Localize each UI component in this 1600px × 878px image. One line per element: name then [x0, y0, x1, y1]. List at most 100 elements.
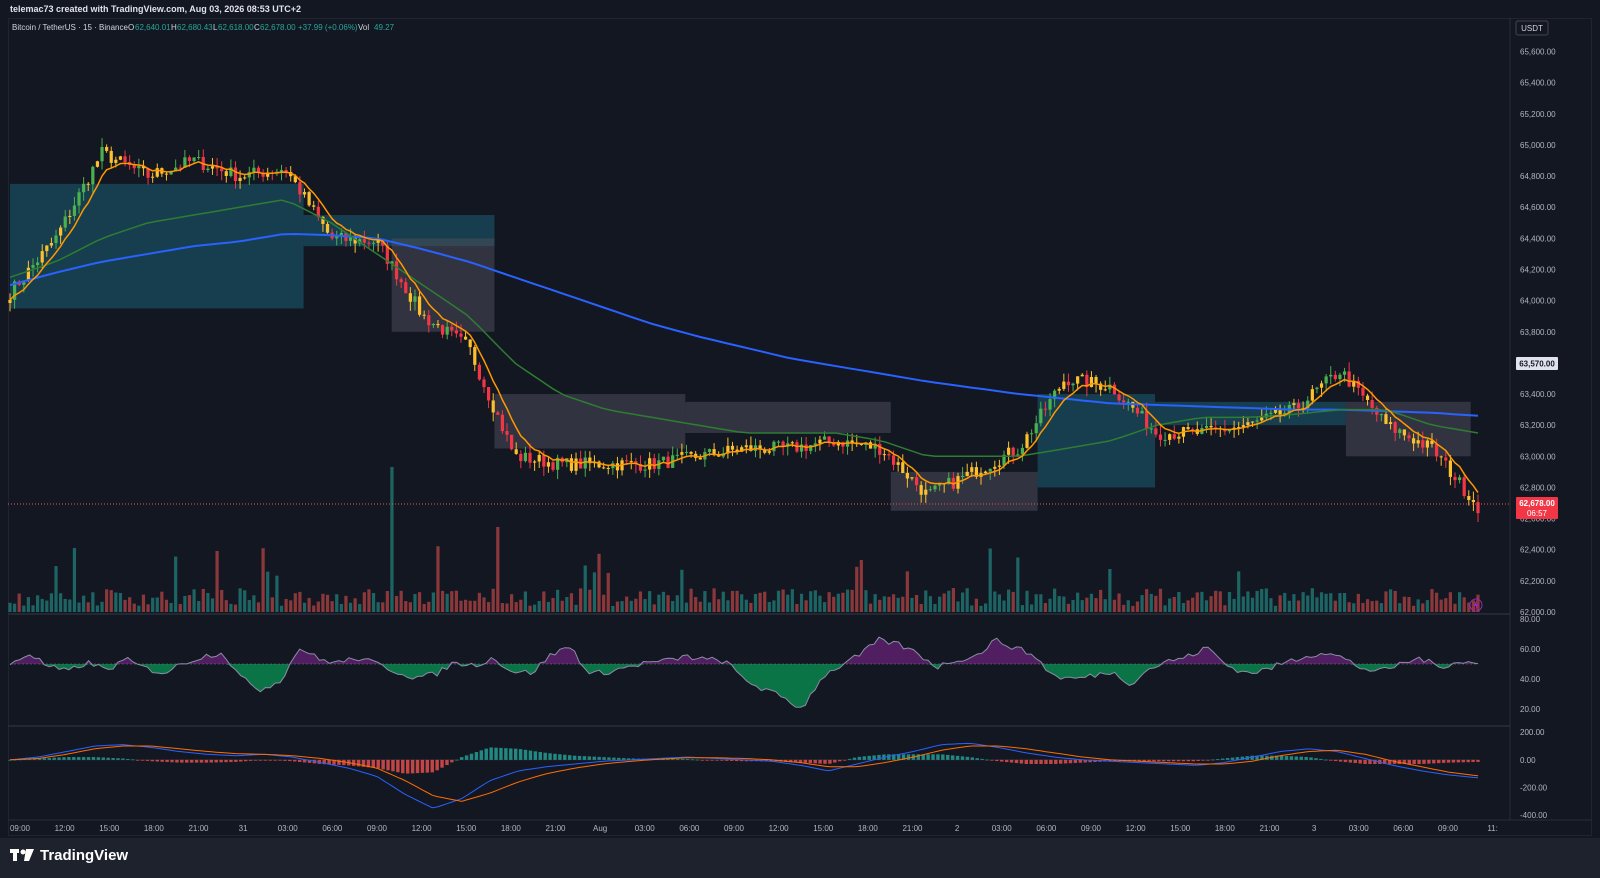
macd-panel[interactable]: [8, 742, 1480, 809]
macd-histogram-bar: [1373, 759, 1377, 764]
trading-chart[interactable]: Bitcoin / TetherUS · 15 · Binance O 62,6…: [0, 0, 1600, 838]
lightning-icon[interactable]: [1469, 598, 1483, 612]
macd-histogram-bar: [1368, 759, 1372, 764]
macd-histogram-bar: [72, 757, 76, 760]
cloud-band: [685, 401, 891, 433]
volume-bar: [1246, 591, 1250, 612]
brand-name: TradingView: [40, 847, 129, 864]
candle-body: [1126, 401, 1130, 403]
candle-body: [1273, 409, 1278, 413]
time-tick-label: 18:00: [501, 824, 522, 833]
candle-body: [105, 146, 109, 151]
candle-body: [509, 434, 514, 450]
macd-tick-label: 200.00: [1520, 728, 1545, 737]
candle-body: [1076, 376, 1080, 384]
candle-body: [1237, 426, 1241, 428]
volume-bar: [243, 590, 247, 612]
volume-bar: [289, 600, 293, 612]
volume-bar: [947, 590, 951, 612]
candle-body: [588, 457, 592, 464]
macd-histogram-bar: [1142, 759, 1146, 762]
macd-histogram-bar: [567, 755, 572, 760]
symbol-name[interactable]: Bitcoin / TetherUS · 15 · Binance: [12, 23, 128, 32]
candle-body: [749, 445, 753, 451]
volume-bar: [1080, 600, 1084, 612]
volume-bar: [238, 588, 242, 612]
candle-body: [1149, 428, 1153, 430]
volume-bar: [95, 605, 100, 612]
candle-body: [758, 445, 762, 450]
volume-bar: [1232, 598, 1236, 612]
candle-body: [1444, 457, 1448, 461]
legend-vol-label: Vol: [358, 23, 369, 32]
macd-histogram-bar: [224, 759, 228, 763]
volume-bar: [197, 601, 201, 612]
macd-histogram-bar: [1319, 758, 1323, 760]
time-axis[interactable]: 09:00 12:00 15:00 18:00 21:00 31 03:00 06:00 09:…: [10, 824, 1498, 833]
volume-bar: [1200, 591, 1204, 612]
time-tick-label: 21:00: [188, 824, 209, 833]
macd-histogram-bar: [1049, 759, 1053, 764]
time-tick-label: 12:00: [412, 824, 433, 833]
volume-bar: [565, 597, 569, 612]
volume-bar: [293, 593, 297, 612]
currency-badge-box[interactable]: [1515, 20, 1549, 36]
volume-bar: [404, 601, 408, 612]
currency-label[interactable]: USDT: [1521, 24, 1543, 33]
macd-histogram-bar: [877, 754, 881, 760]
time-tick-label: 21:00: [545, 824, 566, 833]
candle-body: [302, 192, 307, 195]
candle-body: [197, 157, 201, 159]
candle-body: [1020, 447, 1025, 455]
macd-axis[interactable]: 200.00 0.00 -200.00 -400.00: [1520, 728, 1548, 820]
rsi-panel[interactable]: [9, 636, 1479, 708]
volume-bar: [1398, 603, 1402, 612]
candle-body: [1255, 420, 1259, 422]
volume-bar: [17, 593, 21, 612]
volume-bar: [1333, 600, 1337, 612]
volume-bar: [1444, 598, 1448, 612]
candle-body: [371, 242, 376, 244]
macd-histogram-bar: [1466, 759, 1470, 763]
volume-bar: [809, 591, 813, 612]
volume-bar: [394, 595, 399, 612]
volume-bar: [247, 600, 251, 612]
volume-bar: [128, 597, 132, 612]
macd-histogram-bar: [450, 759, 454, 763]
tradingview-logo[interactable]: TradingView: [10, 847, 128, 864]
macd-line: [9, 742, 1479, 809]
volume-bar: [1016, 557, 1020, 612]
candle-body: [1112, 384, 1117, 395]
candle-body: [776, 441, 781, 443]
price-tick-label: 62,600.00: [1520, 515, 1556, 524]
currency-badge[interactable]: USDT: [1515, 20, 1549, 36]
volume-bar: [827, 592, 831, 612]
candle-body: [1048, 399, 1052, 410]
ma-marker-box: [1516, 357, 1558, 370]
volume-bar: [509, 594, 514, 612]
volume-bar: [1393, 590, 1397, 612]
volume-bar: [698, 601, 702, 612]
macd-histogram-bar: [1225, 758, 1230, 760]
rsi-axis[interactable]: 80.00 60.00 40.00 20.00: [1520, 615, 1541, 714]
volume-bar: [960, 592, 965, 612]
macd-histogram-bar: [744, 759, 749, 762]
symbol-legend[interactable]: Bitcoin / TetherUS · 15 · Binance O 62,6…: [12, 23, 395, 32]
candle-body: [965, 471, 969, 476]
volume-bar: [1089, 593, 1094, 612]
volume-bar: [109, 590, 113, 612]
macd-histogram-bar: [960, 756, 965, 760]
volume-bar: [146, 604, 150, 612]
volume-bar: [1430, 589, 1434, 612]
macd-histogram-bar: [479, 750, 484, 760]
candle-body: [772, 441, 776, 452]
macd-histogram-bar: [1446, 759, 1451, 763]
macd-histogram-bar: [47, 757, 51, 760]
last-price-box: [1516, 497, 1558, 519]
price-axis[interactable]: 65,600.00 65,400.00 65,200.00 65,000.00 64,8…: [1520, 48, 1556, 617]
volume-bar: [1292, 594, 1296, 612]
macd-histogram-bar: [484, 748, 488, 760]
volume-bar: [206, 592, 210, 612]
volume-bar: [137, 605, 141, 612]
volume-bar: [1011, 591, 1015, 612]
